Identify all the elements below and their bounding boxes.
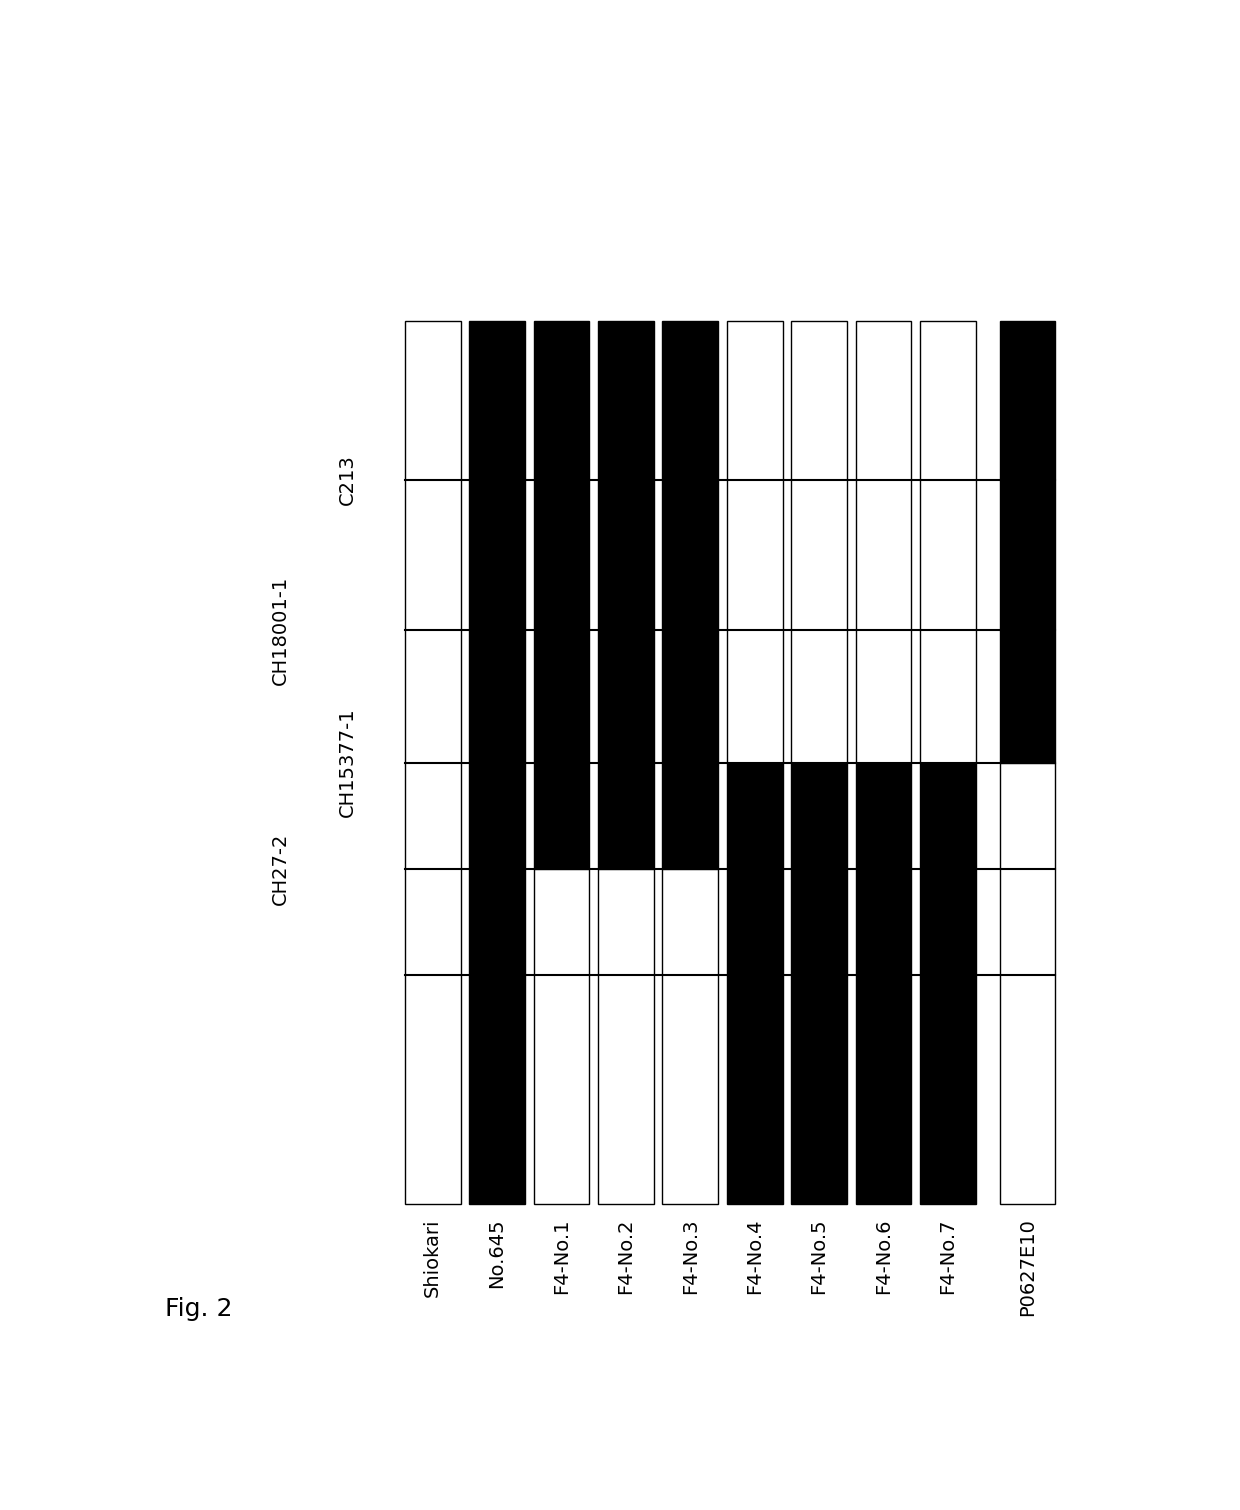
Bar [791,763,847,1205]
Bar [920,320,976,763]
Bar [662,868,718,1205]
Bar [999,763,1055,1205]
Bar [727,320,782,763]
Text: F4-No.5: F4-No.5 [810,1219,828,1294]
Text: F4-No.7: F4-No.7 [939,1219,957,1294]
Bar [791,320,847,763]
Text: F4-No.1: F4-No.1 [552,1219,570,1294]
Bar [533,868,589,1205]
Text: CH18001-1: CH18001-1 [270,575,289,684]
Text: Shiokari: Shiokari [423,1219,443,1297]
Bar [856,763,911,1205]
Text: C213: C213 [337,455,357,506]
Bar [920,763,976,1205]
Text: No.645: No.645 [487,1219,507,1288]
Bar [598,868,653,1205]
Bar [727,763,782,1205]
Text: F4-No.3: F4-No.3 [681,1219,699,1294]
Bar [856,320,911,763]
Bar [598,320,653,868]
Bar [533,320,589,868]
Text: Fig. 2: Fig. 2 [165,1297,232,1321]
Bar [469,320,525,1205]
Text: CH15377-1: CH15377-1 [337,708,357,817]
Bar [662,320,718,868]
Text: P0627E10: P0627E10 [1018,1219,1037,1317]
Text: F4-No.2: F4-No.2 [616,1219,635,1294]
Bar [404,320,460,1205]
Text: CH27-2: CH27-2 [270,832,289,904]
Text: F4-No.4: F4-No.4 [745,1219,764,1294]
Bar [999,320,1055,763]
Text: F4-No.6: F4-No.6 [874,1219,893,1294]
